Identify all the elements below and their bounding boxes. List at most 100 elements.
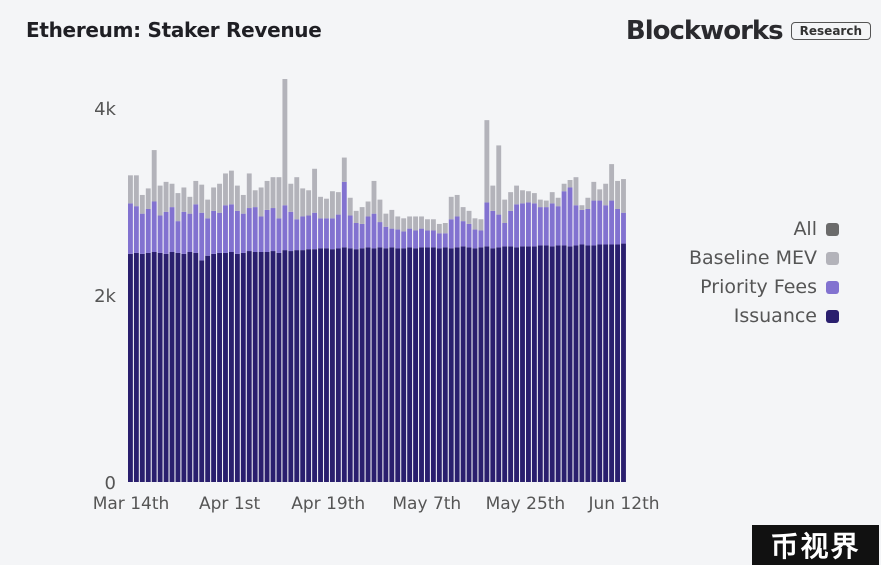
- bar-issuance: [318, 248, 323, 482]
- bar-baseline-mev: [555, 197, 561, 207]
- bar-baseline-mev: [193, 180, 199, 205]
- legend-item-issuance[interactable]: Issuance: [734, 305, 839, 327]
- bar-baseline-mev: [520, 190, 525, 204]
- bar-priority-fees: [490, 210, 496, 249]
- bar-baseline-mev: [543, 200, 549, 208]
- bar-issuance: [371, 248, 377, 482]
- bar-priority-fees: [371, 213, 377, 249]
- bar-priority-fees: [389, 228, 395, 248]
- bar-issuance: [389, 247, 395, 482]
- bar-priority-fees: [478, 230, 484, 248]
- bar-issuance: [128, 253, 133, 482]
- bar-issuance: [496, 247, 502, 482]
- bar-priority-fees: [151, 201, 157, 252]
- bar-baseline-mev: [258, 187, 264, 217]
- brand: Blockworks Research: [626, 16, 871, 46]
- bar-priority-fees: [567, 187, 573, 247]
- research-badge: Research: [790, 22, 871, 40]
- bar-issuance: [306, 249, 312, 482]
- bar-issuance: [359, 248, 365, 482]
- bar-priority-fees: [579, 209, 585, 245]
- bar-baseline-mev: [228, 170, 234, 205]
- bar-priority-fees: [228, 204, 234, 252]
- bar-issuance: [537, 245, 543, 482]
- bar-priority-fees: [621, 212, 626, 244]
- bar-baseline-mev: [139, 194, 145, 214]
- bar-issuance: [223, 252, 228, 482]
- bar-baseline-mev: [419, 216, 424, 229]
- bar-issuance: [193, 252, 199, 482]
- y-tick-label: 2k: [94, 286, 116, 307]
- bar-issuance: [270, 251, 276, 482]
- bar-priority-fees: [252, 207, 258, 252]
- bar-issuance: [347, 248, 353, 482]
- bar-baseline-mev: [223, 173, 228, 206]
- bar-priority-fees: [502, 223, 508, 247]
- legend-swatch: [826, 309, 839, 323]
- bar-issuance: [460, 246, 466, 482]
- bar-priority-fees: [549, 203, 555, 247]
- legend-swatch: [826, 222, 839, 236]
- bar-issuance: [395, 248, 401, 482]
- bar-issuance: [163, 253, 169, 482]
- bar-priority-fees: [139, 213, 145, 254]
- bar-issuance: [217, 252, 222, 482]
- bar-issuance: [341, 247, 347, 482]
- bar-priority-fees: [466, 223, 472, 248]
- bar-issuance: [430, 247, 436, 482]
- bar-priority-fees: [407, 228, 413, 248]
- bar-issuance: [555, 245, 561, 482]
- bar-baseline-mev: [199, 184, 205, 213]
- x-tick-label: Jun 12th: [587, 494, 659, 514]
- bar-baseline-mev: [597, 189, 603, 201]
- bar-priority-fees: [258, 216, 264, 252]
- bar-issuance: [205, 255, 211, 482]
- bar-baseline-mev: [395, 216, 401, 230]
- legend-item-all[interactable]: All: [793, 218, 839, 240]
- legend-item-baseline-mev[interactable]: Baseline MEV: [689, 247, 839, 269]
- bar-baseline-mev: [294, 177, 300, 220]
- bar-priority-fees: [128, 203, 133, 254]
- bar-issuance: [484, 246, 490, 482]
- bar-baseline-mev: [211, 187, 217, 211]
- bar-issuance: [514, 247, 519, 482]
- bar-priority-fees: [413, 230, 419, 249]
- bar-priority-fees: [324, 218, 329, 249]
- bar-priority-fees: [508, 210, 514, 247]
- bar-baseline-mev: [621, 179, 626, 213]
- bar-issuance: [502, 246, 508, 482]
- bar-baseline-mev: [573, 177, 579, 206]
- bar-issuance: [365, 247, 371, 482]
- bar-issuance: [573, 245, 579, 482]
- bar-priority-fees: [401, 231, 407, 249]
- bar-baseline-mev: [454, 194, 460, 217]
- bar-issuance: [567, 246, 573, 482]
- bar-baseline-mev: [264, 180, 270, 210]
- bar-baseline-mev: [318, 196, 323, 219]
- bar-priority-fees: [425, 230, 430, 248]
- bar-priority-fees: [514, 204, 519, 248]
- bar-issuance: [478, 247, 484, 482]
- bar-priority-fees: [353, 223, 359, 250]
- bar-priority-fees: [282, 205, 288, 251]
- bar-priority-fees: [615, 208, 620, 245]
- x-tick-label: May 7th: [392, 494, 461, 514]
- bar-priority-fees: [460, 221, 466, 247]
- bar-priority-fees: [240, 213, 246, 253]
- bar-issuance: [531, 246, 537, 482]
- bar-priority-fees: [329, 218, 335, 250]
- legend-item-priority-fees[interactable]: Priority Fees: [700, 276, 839, 298]
- bar-priority-fees: [223, 205, 228, 253]
- bar-issuance: [419, 247, 424, 482]
- bar-priority-fees: [591, 200, 597, 246]
- bar-baseline-mev: [234, 185, 240, 211]
- bar-issuance: [442, 247, 448, 482]
- legend-label: Baseline MEV: [689, 247, 817, 269]
- bar-priority-fees: [573, 205, 579, 246]
- bar-issuance: [526, 246, 531, 482]
- blockworks-logo: Blockworks: [625, 16, 784, 46]
- bar-priority-fees: [603, 205, 609, 245]
- bar-baseline-mev: [401, 218, 407, 232]
- bar-baseline-mev: [549, 192, 555, 204]
